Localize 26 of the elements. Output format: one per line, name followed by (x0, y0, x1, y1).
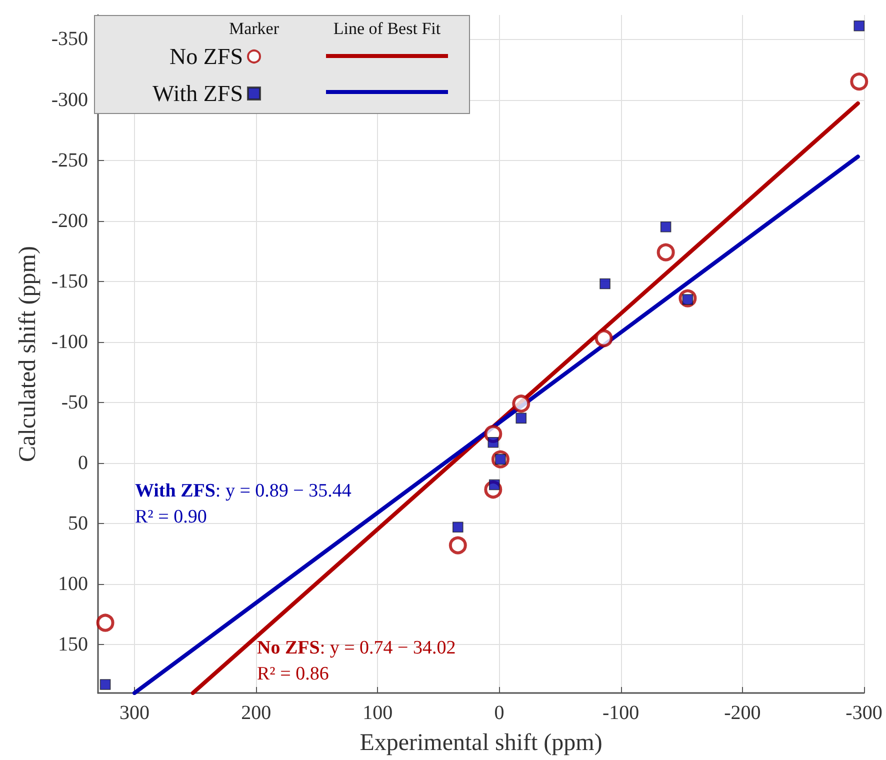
x-tick-label: -100 (602, 702, 640, 724)
y-tick-label: 100 (58, 573, 88, 596)
x-tick-label: -300 (846, 702, 882, 724)
x-tick-label: 300 (119, 702, 150, 724)
y-tick-label: -350 (51, 28, 88, 50)
annotation: No ZFS: y = 0.74 − 34.02 R² = 0.86 (257, 638, 456, 684)
y-tick-label: -200 (51, 210, 88, 232)
y-tick-label: -250 (51, 149, 88, 172)
y-tick-label: 50 (68, 512, 88, 534)
legend-label: With ZFS (152, 81, 243, 106)
annotation: Line of Best Fit (333, 19, 441, 38)
annotation: Marker (228, 19, 280, 38)
x-tick-label: 100 (362, 702, 393, 724)
y-tick-label: -150 (51, 270, 88, 292)
x-tick-label: -200 (724, 702, 761, 724)
x-axis-title: Experimental shift (ppm) (360, 730, 602, 756)
y-tick-label: -50 (61, 391, 88, 414)
x-tick-label: 200 (241, 702, 272, 724)
y-tick-label: -300 (51, 88, 88, 111)
x-tick-label: 0 (494, 702, 504, 724)
y-tick-label: -100 (51, 330, 88, 353)
legend-label: No ZFS (170, 44, 243, 69)
y-tick-label: 150 (58, 634, 88, 656)
annotation: With ZFS: y = 0.89 − 35.44 R² = 0.90 (135, 480, 352, 528)
y-axis-title: Calculated shift (ppm) (15, 246, 41, 462)
y-tick-label: 0 (78, 452, 88, 474)
